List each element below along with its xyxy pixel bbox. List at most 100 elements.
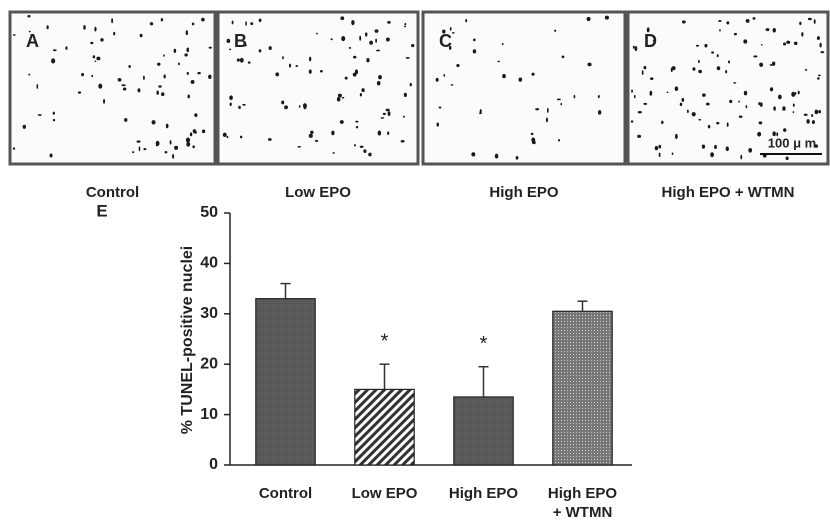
nucleus-dot bbox=[113, 31, 116, 36]
nucleus-dot bbox=[267, 138, 272, 141]
nucleus-dot bbox=[49, 153, 53, 158]
nucleus-dot bbox=[515, 156, 519, 160]
nucleus-dot bbox=[530, 132, 534, 136]
y-tick-label: 50 bbox=[200, 204, 218, 221]
nucleus-dot bbox=[726, 122, 729, 127]
nucleus-dot bbox=[309, 56, 312, 62]
panel-letter: D bbox=[644, 31, 657, 51]
nucleus-dot bbox=[161, 92, 165, 97]
nucleus-dot bbox=[597, 94, 600, 99]
nucleus-dot bbox=[308, 69, 312, 74]
nucleus-dot bbox=[558, 138, 561, 142]
nucleus-dot bbox=[164, 151, 168, 154]
nucleus-dot bbox=[366, 58, 370, 63]
nucleus-dot bbox=[757, 131, 762, 137]
nucleus-dot bbox=[761, 44, 763, 46]
nucleus-dot bbox=[587, 62, 592, 67]
nucleus-dot bbox=[748, 147, 753, 153]
nucleus-dot bbox=[546, 107, 549, 113]
nucleus-dot bbox=[435, 77, 439, 82]
nucleus-dot bbox=[341, 96, 345, 99]
nucleus-dot bbox=[403, 92, 407, 98]
nucleus-dot bbox=[12, 147, 16, 150]
nucleus-dot bbox=[554, 29, 557, 32]
nucleus-dot bbox=[341, 35, 346, 42]
nucleus-dot bbox=[729, 99, 733, 104]
panel-label: E bbox=[96, 201, 107, 220]
nucleus-dot bbox=[155, 140, 160, 146]
nucleus-dot bbox=[174, 145, 179, 150]
bar bbox=[255, 298, 316, 466]
nucleus-dot bbox=[229, 102, 232, 107]
nucleus-dot bbox=[160, 17, 164, 22]
nucleus-dot bbox=[268, 46, 272, 51]
nucleus-dot bbox=[139, 33, 143, 38]
nucleus-dot bbox=[561, 55, 565, 59]
nucleus-dot bbox=[190, 79, 195, 84]
nucleus-dot bbox=[451, 31, 455, 34]
nucleus-dot bbox=[782, 42, 787, 46]
nucleus-dot bbox=[173, 48, 177, 53]
nucleus-dot bbox=[319, 70, 323, 73]
nucleus-dot bbox=[208, 46, 212, 49]
nucleus-dot bbox=[714, 144, 717, 150]
nucleus-dot bbox=[654, 146, 659, 151]
nucleus-dot bbox=[185, 30, 189, 36]
nucleus-dot bbox=[725, 70, 728, 74]
nucleus-dot bbox=[331, 130, 335, 136]
nucleus-dot bbox=[297, 145, 302, 148]
nucleus-dot bbox=[443, 73, 446, 77]
nucleus-dot bbox=[314, 139, 319, 142]
nucleus-dot bbox=[494, 153, 499, 159]
y-axis-label: % TUNEL-positive nuclei bbox=[179, 246, 196, 434]
nucleus-dot bbox=[177, 62, 180, 66]
nucleus-dot bbox=[818, 109, 822, 114]
nucleus-dot bbox=[92, 55, 96, 59]
nucleus-dot bbox=[816, 36, 820, 41]
nucleus-dot bbox=[330, 38, 333, 41]
nucleus-dot bbox=[671, 152, 674, 155]
nucleus-dot bbox=[90, 41, 94, 45]
nucleus-dot bbox=[691, 112, 696, 117]
nucleus-dot bbox=[637, 111, 642, 114]
nucleus-dot bbox=[163, 74, 166, 79]
nucleus-dot bbox=[807, 17, 812, 21]
nucleus-dot bbox=[604, 15, 609, 20]
nucleus-dot bbox=[22, 124, 27, 129]
nucleus-dot bbox=[701, 144, 706, 149]
nucleus-dot bbox=[185, 137, 191, 143]
nucleus-dot bbox=[632, 45, 635, 49]
nucleus-dot bbox=[518, 77, 523, 82]
nucleus-dot bbox=[803, 113, 808, 117]
nucleus-dot bbox=[184, 53, 188, 57]
nucleus-dot bbox=[545, 117, 548, 123]
nucleus-dot bbox=[716, 66, 721, 71]
nucleus-dot bbox=[560, 102, 563, 106]
nucleus-dot bbox=[226, 38, 231, 44]
nucleus-dot bbox=[797, 90, 800, 95]
nucleus-dot bbox=[405, 56, 410, 59]
nucleus-dot bbox=[786, 40, 791, 44]
nucleus-dot bbox=[630, 120, 634, 123]
panel-caption: Control bbox=[86, 184, 139, 201]
nucleus-dot bbox=[814, 109, 819, 115]
nucleus-dot bbox=[52, 49, 57, 52]
nucleus-dot bbox=[711, 51, 715, 54]
nucleus-dot bbox=[340, 16, 345, 21]
nucleus-dot bbox=[310, 130, 314, 135]
panel-caption: Low EPO bbox=[285, 184, 351, 201]
nucleus-dot bbox=[531, 72, 535, 76]
nucleus-dot bbox=[450, 84, 454, 86]
nucleus-dot bbox=[743, 39, 748, 44]
nucleus-dot bbox=[792, 103, 795, 107]
nucleus-dot bbox=[157, 62, 161, 66]
nucleus-dot bbox=[776, 132, 779, 137]
nucleus-dot bbox=[465, 18, 468, 23]
nucleus-dot bbox=[12, 34, 16, 36]
nucleus-dot bbox=[380, 117, 385, 119]
nucleus-dot bbox=[759, 62, 764, 67]
nucleus-dot bbox=[302, 103, 307, 109]
nucleus-dot bbox=[799, 21, 802, 26]
nucleus-dot bbox=[649, 90, 653, 96]
nucleus-dot bbox=[385, 108, 390, 112]
